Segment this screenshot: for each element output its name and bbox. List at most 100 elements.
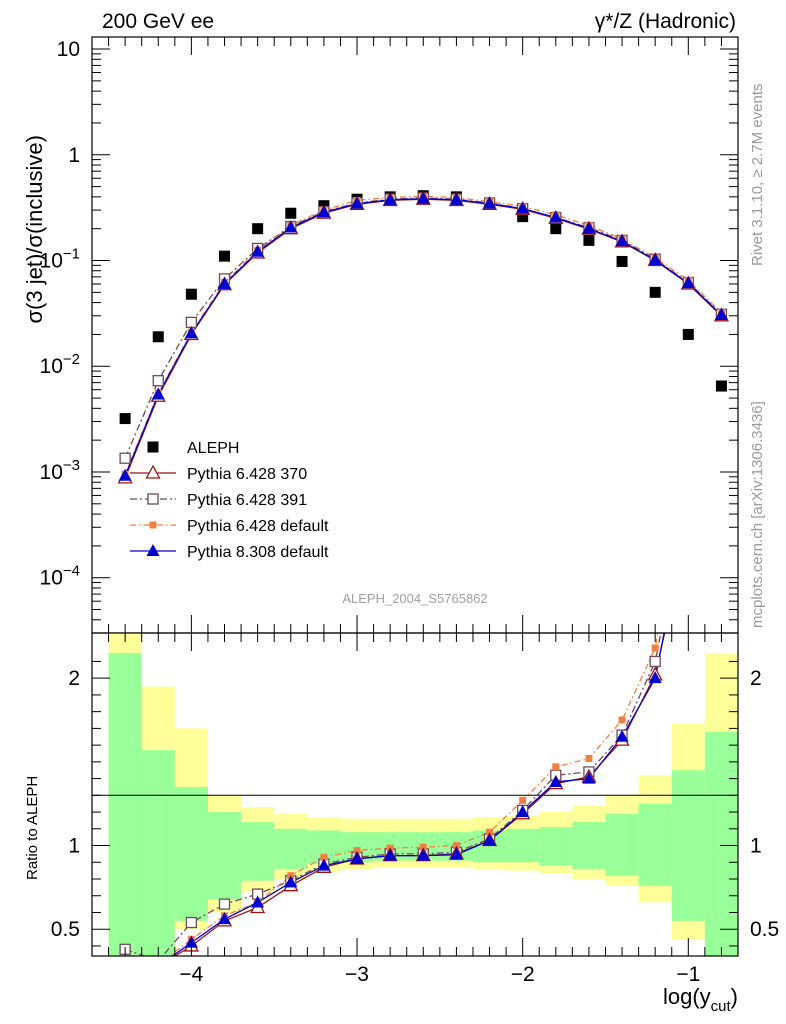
data-point bbox=[715, 380, 727, 392]
band-inner bbox=[207, 812, 242, 900]
data-point bbox=[218, 912, 232, 925]
main-y-tick-label-base: 1 bbox=[68, 144, 80, 167]
main-y-tick-label-base: 10 bbox=[40, 355, 63, 378]
band-inner bbox=[671, 770, 705, 921]
main-y-tick-label-base: 10 bbox=[40, 567, 63, 590]
x-axis-label-sub: cut bbox=[711, 998, 732, 1015]
legend-item-p370: Pythia 6.428 370 bbox=[130, 464, 307, 483]
data-point bbox=[218, 276, 232, 289]
data-point bbox=[616, 255, 628, 267]
analysis-id: ALEPH_2004_S5765862 bbox=[342, 591, 487, 606]
data-point bbox=[184, 326, 198, 339]
legend-item-p6def: Pythia 6.428 default bbox=[130, 518, 329, 535]
data-point bbox=[651, 644, 659, 652]
data-point bbox=[519, 796, 527, 804]
main-y-tick-label: 1 bbox=[68, 144, 80, 167]
x-tick-labels: −4 −3 −2 −1 bbox=[179, 963, 700, 986]
band-inner bbox=[704, 731, 738, 956]
ratio-y-tick-label: 0.5 bbox=[51, 918, 80, 941]
data-point bbox=[119, 413, 131, 425]
data-point bbox=[147, 493, 159, 505]
series-line-p8def bbox=[124, 197, 722, 477]
data-point bbox=[583, 234, 595, 246]
data-point bbox=[185, 316, 198, 329]
main-y-tick-label-base: 10 bbox=[40, 461, 63, 484]
data-point bbox=[185, 288, 197, 300]
data-point bbox=[353, 847, 361, 855]
data-point bbox=[582, 221, 596, 234]
legend-label: Pythia 6.428 391 bbox=[187, 492, 307, 509]
data-point bbox=[284, 875, 298, 888]
data-point bbox=[419, 843, 427, 851]
data-point bbox=[383, 848, 397, 861]
data-point bbox=[549, 774, 563, 787]
data-point bbox=[582, 771, 596, 784]
data-point bbox=[252, 223, 264, 235]
band-inner bbox=[274, 828, 308, 869]
series-line-p391 bbox=[124, 197, 722, 459]
data-point bbox=[146, 544, 160, 556]
legend-item-p391: Pythia 6.428 391 bbox=[130, 492, 307, 509]
ratio-y-tick-label: 2 bbox=[750, 667, 762, 690]
data-point bbox=[648, 671, 662, 684]
data-point bbox=[552, 763, 560, 771]
data-point bbox=[118, 468, 132, 481]
band-inner bbox=[638, 803, 672, 886]
data-point bbox=[119, 452, 131, 464]
data-point bbox=[452, 842, 460, 850]
x-axis-label-close: ) bbox=[731, 984, 738, 1009]
data-point bbox=[284, 220, 298, 233]
data-point bbox=[219, 250, 231, 262]
data-point bbox=[383, 192, 397, 205]
data-point bbox=[486, 828, 494, 836]
data-point bbox=[185, 916, 198, 929]
legend-label: Pythia 6.428 370 bbox=[187, 466, 307, 483]
x-tick-label: −4 bbox=[179, 963, 203, 986]
data-point bbox=[151, 387, 165, 400]
data-point bbox=[350, 851, 364, 864]
band-inner bbox=[174, 786, 208, 921]
legend: ALEPH Pythia 6.428 370 Pythia 6.428 391 Pyt… bbox=[130, 440, 329, 561]
data-point bbox=[350, 196, 364, 209]
band-inner bbox=[241, 822, 275, 881]
data-point bbox=[549, 210, 563, 223]
data-point bbox=[516, 201, 530, 214]
main-series bbox=[117, 190, 730, 484]
ratio-y-tick-label: 1 bbox=[68, 835, 80, 858]
legend-label: ALEPH bbox=[187, 440, 239, 457]
data-point bbox=[218, 898, 231, 910]
main-y-axis-label: σ(3 jet)/σ(inclusive) bbox=[22, 135, 47, 324]
data-point bbox=[517, 211, 529, 223]
data-point bbox=[681, 276, 695, 289]
ratio-uncertainty-bands bbox=[108, 633, 738, 956]
legend-label: Pythia 8.308 default bbox=[187, 544, 329, 561]
x-tick-label: −3 bbox=[345, 963, 369, 986]
ratio-ticks: 0.5 0.5 1 1 2 2 bbox=[51, 633, 779, 956]
ratio-frame bbox=[91, 632, 739, 957]
data-point bbox=[618, 716, 626, 724]
data-point bbox=[285, 207, 297, 219]
band-inner bbox=[141, 750, 175, 956]
band-inner bbox=[108, 653, 142, 956]
data-point bbox=[416, 848, 430, 861]
ratio-y-axis-label: Ratio to ALEPH bbox=[24, 776, 41, 880]
legend-item-p8def: Pythia 8.308 default bbox=[130, 544, 329, 561]
legend-label: Pythia 6.428 default bbox=[187, 518, 329, 535]
header-left: 200 GeV ee bbox=[102, 10, 214, 33]
series-line-p6def bbox=[124, 195, 722, 475]
data-point bbox=[416, 191, 430, 204]
main-y-tick-label: 10−3 bbox=[40, 457, 80, 484]
x-axis-label-main: log(y bbox=[663, 984, 711, 1009]
data-point bbox=[152, 331, 164, 343]
data-point bbox=[147, 441, 159, 453]
data-point bbox=[585, 755, 593, 763]
main-y-ticks bbox=[91, 37, 738, 634]
main-y-tick-label-exponent: −1 bbox=[63, 246, 80, 263]
data-point bbox=[615, 729, 629, 742]
data-point bbox=[483, 833, 497, 846]
main-y-tick-label-base: 10 bbox=[57, 38, 80, 61]
main-y-tick-label-base: 10 bbox=[40, 250, 63, 273]
data-point bbox=[145, 464, 161, 479]
data-point bbox=[449, 192, 463, 205]
